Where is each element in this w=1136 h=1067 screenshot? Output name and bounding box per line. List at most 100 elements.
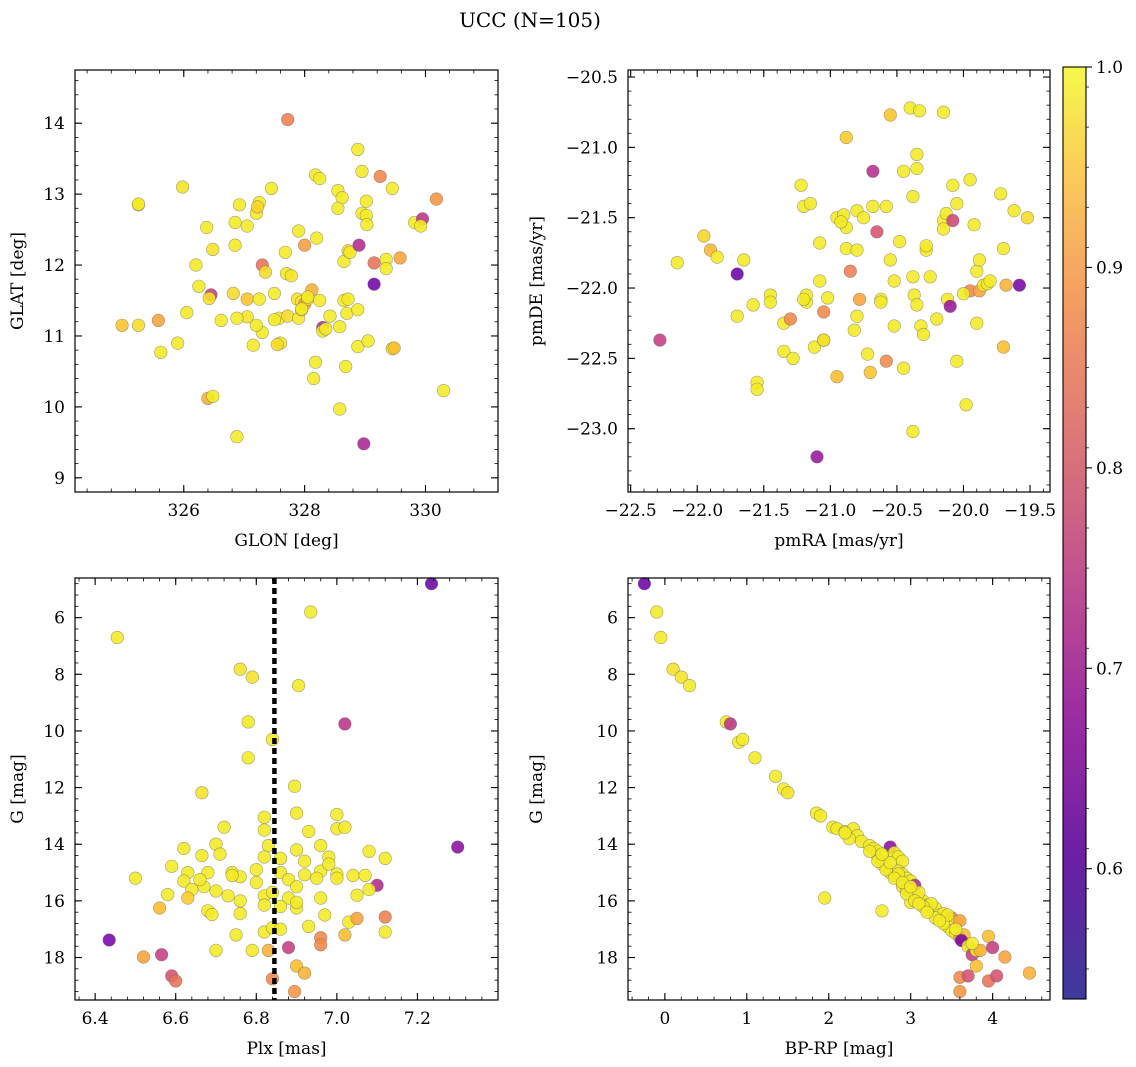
data-point bbox=[298, 868, 312, 882]
x-tick-label: 0 bbox=[659, 1009, 670, 1029]
data-point bbox=[310, 871, 324, 885]
panel-glon-glat: 326 328 330 9 10 11 12 13 14 GLON [deg] GLAT [deg] bbox=[8, 69, 499, 551]
data-point bbox=[230, 311, 244, 325]
data-point bbox=[919, 239, 933, 253]
data-point bbox=[189, 258, 203, 272]
data-point bbox=[414, 219, 428, 233]
data-point bbox=[267, 286, 282, 301]
data-point bbox=[932, 914, 947, 928]
data-point bbox=[866, 164, 880, 178]
x-tick-label: 330 bbox=[409, 501, 441, 521]
data-point bbox=[359, 194, 373, 208]
data-point bbox=[850, 309, 864, 323]
data-point bbox=[959, 398, 973, 412]
x-tick-label: 3 bbox=[905, 1009, 916, 1029]
x-tick-label: 7.2 bbox=[404, 1009, 431, 1029]
data-point bbox=[906, 270, 920, 284]
x-tick-label: −20.0 bbox=[937, 501, 989, 521]
data-point bbox=[378, 851, 392, 866]
x-tick-label: 6.6 bbox=[162, 1009, 189, 1029]
scatter-points bbox=[102, 577, 465, 999]
y-tick-label: −22.0 bbox=[566, 279, 618, 299]
data-point bbox=[883, 855, 897, 870]
y-tick-label: −20.5 bbox=[566, 68, 618, 88]
data-point bbox=[834, 215, 848, 229]
data-point bbox=[730, 309, 744, 323]
data-point bbox=[730, 267, 744, 281]
data-point bbox=[451, 840, 465, 854]
data-point bbox=[362, 844, 376, 858]
data-point bbox=[970, 264, 984, 278]
data-point bbox=[697, 229, 711, 243]
y-tick-label: 18 bbox=[43, 949, 65, 969]
y-tick-label: 12 bbox=[43, 256, 65, 276]
data-point bbox=[298, 854, 312, 868]
colorbar-tick-label: 1.0 bbox=[1096, 58, 1123, 78]
y-axis-label: pmDE [mas/yr] bbox=[527, 216, 547, 346]
x-tick-label: 2 bbox=[823, 1009, 834, 1029]
data-point bbox=[990, 969, 1004, 983]
data-point bbox=[794, 178, 808, 192]
data-point bbox=[181, 891, 195, 905]
data-point bbox=[136, 950, 151, 964]
data-point bbox=[920, 905, 934, 919]
data-point bbox=[249, 875, 263, 890]
data-point bbox=[233, 894, 247, 908]
data-point bbox=[351, 142, 365, 156]
data-point bbox=[213, 847, 227, 861]
axes-frame bbox=[74, 69, 499, 493]
data-point bbox=[233, 662, 247, 676]
data-point bbox=[817, 333, 831, 347]
data-point bbox=[879, 199, 893, 213]
y-axis-label: G [mag] bbox=[527, 754, 547, 823]
data-point bbox=[351, 303, 365, 317]
data-point bbox=[257, 850, 271, 864]
scatter-points bbox=[637, 577, 1037, 999]
data-point bbox=[314, 838, 328, 853]
data-point bbox=[429, 192, 444, 206]
data-point bbox=[206, 242, 220, 256]
y-tick-label: 14 bbox=[596, 835, 618, 855]
x-tick-label: 326 bbox=[168, 501, 200, 521]
data-point bbox=[310, 231, 324, 245]
data-point bbox=[393, 251, 407, 265]
y-tick-label: 16 bbox=[43, 892, 65, 912]
data-point bbox=[298, 238, 312, 252]
y-tick-label: 10 bbox=[596, 722, 618, 742]
data-point bbox=[875, 904, 889, 918]
data-point bbox=[343, 245, 357, 259]
y-tick-label: 8 bbox=[54, 665, 65, 685]
data-point bbox=[233, 906, 247, 921]
data-point bbox=[128, 871, 142, 885]
y-tick-label: 13 bbox=[43, 185, 65, 205]
data-point bbox=[830, 370, 844, 384]
data-point bbox=[797, 292, 811, 306]
data-point bbox=[996, 340, 1011, 354]
data-point bbox=[360, 218, 374, 232]
data-point bbox=[682, 678, 697, 693]
data-point bbox=[202, 291, 216, 306]
colorbar-tick-label: 0.8 bbox=[1096, 459, 1123, 479]
y-tick-label: −23.0 bbox=[566, 420, 618, 440]
data-point bbox=[154, 345, 168, 359]
data-point bbox=[666, 662, 680, 676]
data-point bbox=[209, 943, 223, 958]
data-point bbox=[887, 319, 901, 333]
data-point bbox=[273, 899, 288, 914]
data-point bbox=[249, 863, 263, 877]
data-point bbox=[956, 287, 971, 301]
data-point bbox=[323, 309, 337, 323]
data-point bbox=[245, 670, 259, 684]
figure-title: UCC (N=105) bbox=[459, 8, 601, 32]
data-point bbox=[338, 717, 352, 731]
data-point bbox=[200, 220, 214, 235]
y-tick-label: −21.5 bbox=[566, 209, 618, 229]
data-point bbox=[319, 322, 333, 336]
data-point bbox=[863, 844, 877, 858]
data-point bbox=[946, 213, 960, 228]
data-point bbox=[225, 868, 239, 883]
data-point bbox=[843, 264, 857, 278]
x-tick-label: −19.5 bbox=[1004, 501, 1056, 521]
data-point bbox=[217, 820, 231, 834]
